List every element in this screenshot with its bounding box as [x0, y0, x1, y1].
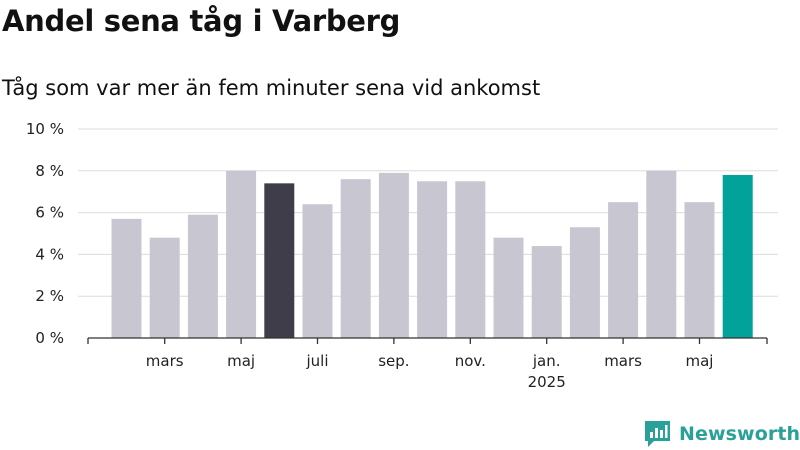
- chart-subtitle: Tåg som var mer än fem minuter sena vid …: [2, 76, 541, 100]
- bar-2024-03: [149, 237, 180, 338]
- bar-2024-11: [455, 181, 486, 338]
- bar-2025-04: [646, 170, 677, 338]
- bars: [111, 170, 753, 338]
- bar-2024-09: [378, 172, 409, 338]
- bar-2024-12: [493, 237, 524, 338]
- bar-2025-03: [608, 202, 639, 338]
- bar-2024-08: [340, 179, 371, 338]
- bar-2024-10: [417, 181, 448, 338]
- chart-title: Andel sena tåg i Varberg: [2, 4, 401, 38]
- x-axis-ticks: mars maj juli sep. nov. jan. 2025 mars maj: [146, 338, 714, 391]
- brand-name: Newsworthy: [679, 423, 800, 445]
- x-tick-label: nov.: [455, 352, 486, 370]
- x-tick-label: mars: [604, 352, 642, 370]
- y-tick-label: 10 %: [26, 120, 64, 138]
- x-tick-label: mars: [146, 352, 184, 370]
- bar-2025-02: [569, 227, 600, 338]
- bar-2024-02: [111, 218, 142, 338]
- y-axis-ticks: 0 % 2 % 4 % 6 % 8 % 10 %: [26, 120, 64, 347]
- x-tick-label: maj: [686, 352, 714, 370]
- x-tick-year-label: 2025: [528, 373, 566, 391]
- y-tick-label: 6 %: [35, 204, 64, 222]
- newsworthy-brand: Newsworthy: [644, 419, 800, 449]
- y-tick-label: 8 %: [35, 162, 64, 180]
- x-axis: [87, 337, 768, 344]
- y-tick-label: 2 %: [35, 287, 64, 305]
- bar-2024-04: [187, 214, 218, 338]
- bar-chart: 0 % 2 % 4 % 6 % 8 % 10 % mars maj juli sep. nov. j…: [26, 120, 778, 391]
- bar-2025-06: [722, 174, 753, 338]
- x-tick-label: jan.: [532, 352, 561, 370]
- bar-2024-05: [226, 170, 257, 338]
- y-tick-label: 4 %: [35, 245, 64, 263]
- x-tick-label: sep.: [378, 352, 409, 370]
- y-tick-label: 0 %: [35, 329, 64, 347]
- bar-2024-07: [302, 204, 333, 338]
- x-tick-label: maj: [227, 352, 255, 370]
- x-tick-label: juli: [305, 352, 328, 370]
- bar-2024-06: [264, 183, 295, 338]
- bar-2025-05: [684, 202, 715, 338]
- newsworthy-logo-icon: [645, 421, 670, 447]
- bar-2025-01: [531, 246, 562, 338]
